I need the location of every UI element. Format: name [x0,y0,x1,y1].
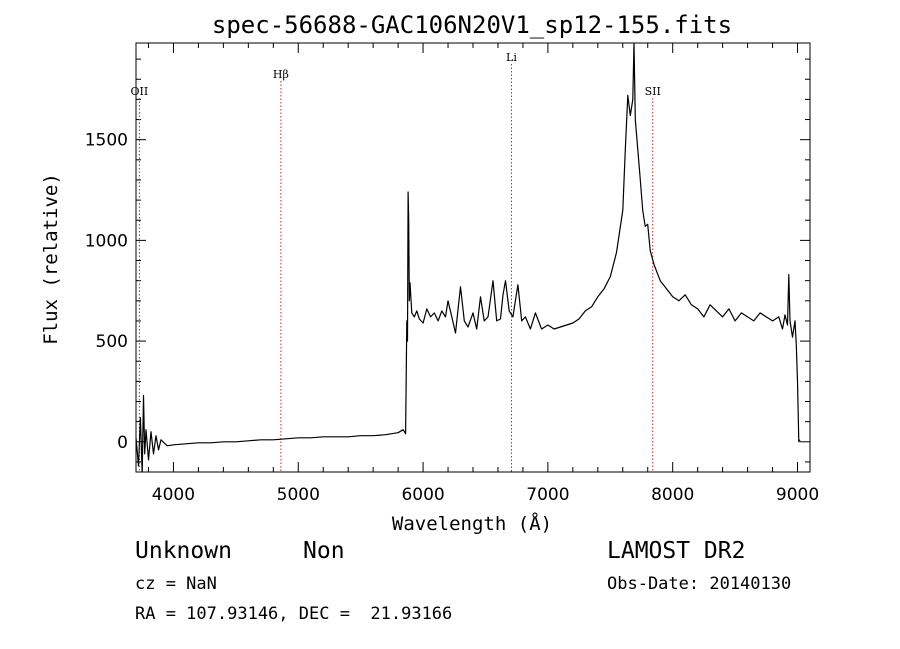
survey-name: LAMOST DR2 [607,538,746,564]
y-tick-label: 0 [117,433,128,453]
y-tick-label: 500 [96,332,128,352]
marker-label: SII [645,85,661,98]
x-tick-label: 7000 [526,485,569,505]
object-class: Unknown [135,538,232,564]
marker-label: Hβ [273,68,289,81]
redshift-value: cz = NaN [135,574,217,594]
x-tick-label: 9000 [776,485,819,505]
axes: 4000 5000 6000 7000 8000 9000 0 500 1000 1500 [85,42,819,505]
x-tick-label: 6000 [401,485,444,505]
x-tick-label: 8000 [651,485,694,505]
chart-title: spec-56688-GAC106N20V1_sp12-155.fits [212,11,732,39]
spectrum-series [136,43,801,472]
coordinates: RA = 107.93146, DEC = 21.93166 [135,604,453,624]
observation-date: Obs-Date: 20140130 [607,574,792,594]
spectrum-line [136,43,801,472]
emission-line-markers: OII Hβ Li SII [131,51,661,472]
object-subclass: Non [303,538,345,564]
y-tick-label: 1000 [85,231,128,251]
y-tick-label: 1500 [85,131,128,151]
marker-label: OII [131,85,149,98]
spectrum-chart: spec-56688-GAC106N20V1_sp12-155.fits 400… [40,11,819,535]
plot-frame [135,42,811,473]
x-axis-label: Wavelength (Å) [392,512,552,535]
x-tick-label: 5000 [277,485,320,505]
y-axis-label: Flux (relative) [40,173,62,345]
x-tick-label: 4000 [152,485,195,505]
marker-label: Li [506,51,517,64]
